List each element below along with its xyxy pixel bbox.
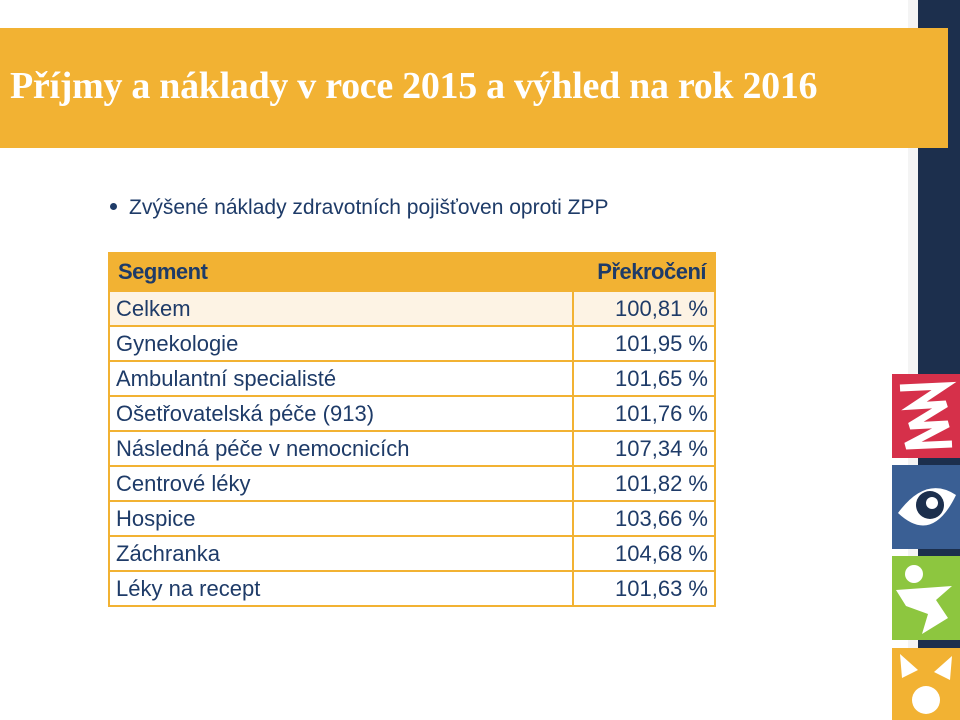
table-row: Centrové léky 101,82 % [108, 465, 716, 502]
eye-icon [892, 465, 960, 549]
row-segment: Centrové léky [108, 465, 574, 502]
row-segment: Celkem [108, 290, 574, 327]
table-row: Ambulantní specialisté 101,65 % [108, 360, 716, 397]
row-segment: Ošetřovatelská péče (913) [108, 395, 574, 432]
header-segment: Segment [108, 252, 574, 292]
row-overrun: 104,68 % [572, 535, 716, 572]
row-overrun: 101,65 % [572, 360, 716, 397]
table-row: Následná péče v nemocnicích 107,34 % [108, 430, 716, 467]
row-segment: Léky na recept [108, 570, 574, 607]
row-overrun: 103,66 % [572, 500, 716, 537]
overrun-table: Segment Překročení Celkem 100,81 % Gynek… [108, 252, 716, 607]
row-segment: Záchranka [108, 535, 574, 572]
row-segment: Ambulantní specialisté [108, 360, 574, 397]
table-row: Gynekologie 101,95 % [108, 325, 716, 362]
row-overrun: 101,95 % [572, 325, 716, 362]
table-row: Záchranka 104,68 % [108, 535, 716, 572]
row-segment: Následná péče v nemocnicích [108, 430, 574, 467]
green-figure-icon [892, 556, 960, 640]
row-segment: Hospice [108, 500, 574, 537]
slide-title: Příjmy a náklady v roce 2015 a výhled na… [10, 65, 818, 107]
row-overrun: 101,76 % [572, 395, 716, 432]
bullet-dot-icon [110, 203, 117, 211]
table-row: Hospice 103,66 % [108, 500, 716, 537]
table-row: Ošetřovatelská péče (913) 101,76 % [108, 395, 716, 432]
bullet-item: Zvýšené náklady zdravotních pojišťoven o… [110, 196, 608, 220]
table-row: Celkem 100,81 % [108, 290, 716, 327]
row-overrun: 101,63 % [572, 570, 716, 607]
table-row: Léky na recept 101,63 % [108, 570, 716, 607]
row-overrun: 101,82 % [572, 465, 716, 502]
bullet-text: Zvýšené náklady zdravotních pojišťoven o… [129, 196, 609, 219]
row-overrun: 107,34 % [572, 430, 716, 467]
red-zigzag-icon [892, 374, 960, 458]
title-bar [0, 28, 948, 148]
row-segment: Gynekologie [108, 325, 574, 362]
table-header-row: Segment Překročení [108, 252, 716, 292]
header-overrun: Překročení [572, 252, 716, 292]
row-overrun: 100,81 % [572, 290, 716, 327]
yellow-sun-icon [892, 648, 960, 720]
